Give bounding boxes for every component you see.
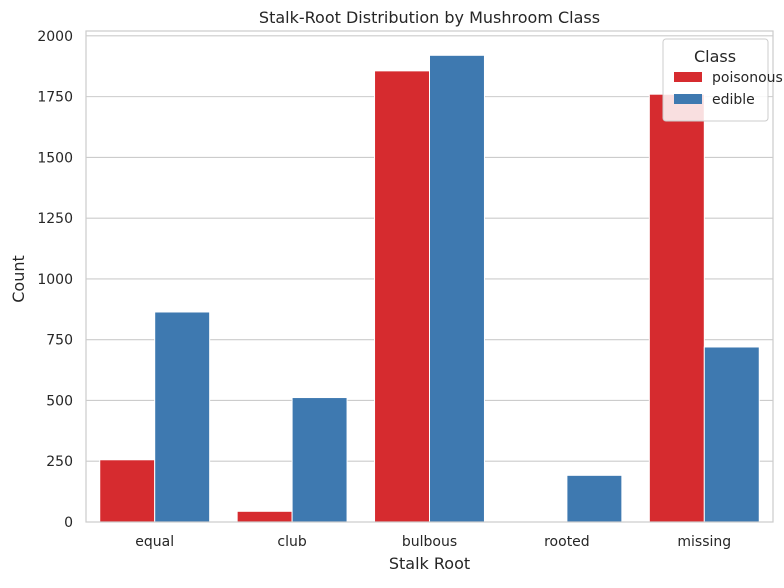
bar-poisonous-bulbous (374, 70, 431, 523)
x-tick-label: bulbous (402, 534, 457, 550)
x-tick-label: missing (677, 534, 731, 550)
bar-poisonous-missing (648, 93, 705, 523)
x-axis-ticks: equal club bulbous rooted missing (135, 534, 731, 550)
legend-items: poisonous edible (674, 70, 783, 108)
y-tick-label: 250 (46, 454, 73, 470)
chart-title: Stalk-Root Distribution by Mushroom Clas… (259, 8, 600, 27)
bar-edible-club (291, 397, 348, 523)
legend-title: Class (694, 47, 736, 66)
bar-edible-missing (703, 346, 760, 523)
y-tick-label: 1000 (37, 272, 73, 288)
x-tick-label: equal (135, 534, 174, 550)
y-tick-label: 1500 (37, 150, 73, 166)
bars (99, 54, 760, 523)
plot-frame (85, 30, 774, 523)
y-tick-label: 1250 (37, 211, 73, 227)
legend: Class poisonous edible (662, 38, 783, 122)
bar-edible-equal (154, 311, 211, 523)
legend-label-poisonous: poisonous (712, 70, 783, 86)
x-tick-label: club (277, 534, 306, 550)
legend-label-edible: edible (712, 92, 755, 108)
y-tick-label: 2000 (37, 29, 73, 45)
x-tick-label: rooted (544, 534, 590, 550)
y-axis-ticks: 0 250 500 750 1000 1250 1500 1750 2000 (37, 29, 73, 531)
bar-edible-bulbous (429, 54, 485, 523)
legend-swatch-edible (674, 94, 702, 104)
y-tick-label: 1750 (37, 90, 73, 106)
bar-edible-rooted (566, 474, 623, 523)
x-axis-label: Stalk Root (389, 554, 470, 573)
legend-swatch-poisonous (674, 72, 702, 82)
bar-poisonous-club (236, 510, 293, 523)
y-tick-label: 500 (46, 393, 73, 409)
y-axis-label: Count (9, 255, 28, 303)
bar-poisonous-equal (99, 459, 156, 523)
y-tick-label: 750 (46, 333, 73, 349)
y-tick-label: 0 (64, 515, 73, 531)
